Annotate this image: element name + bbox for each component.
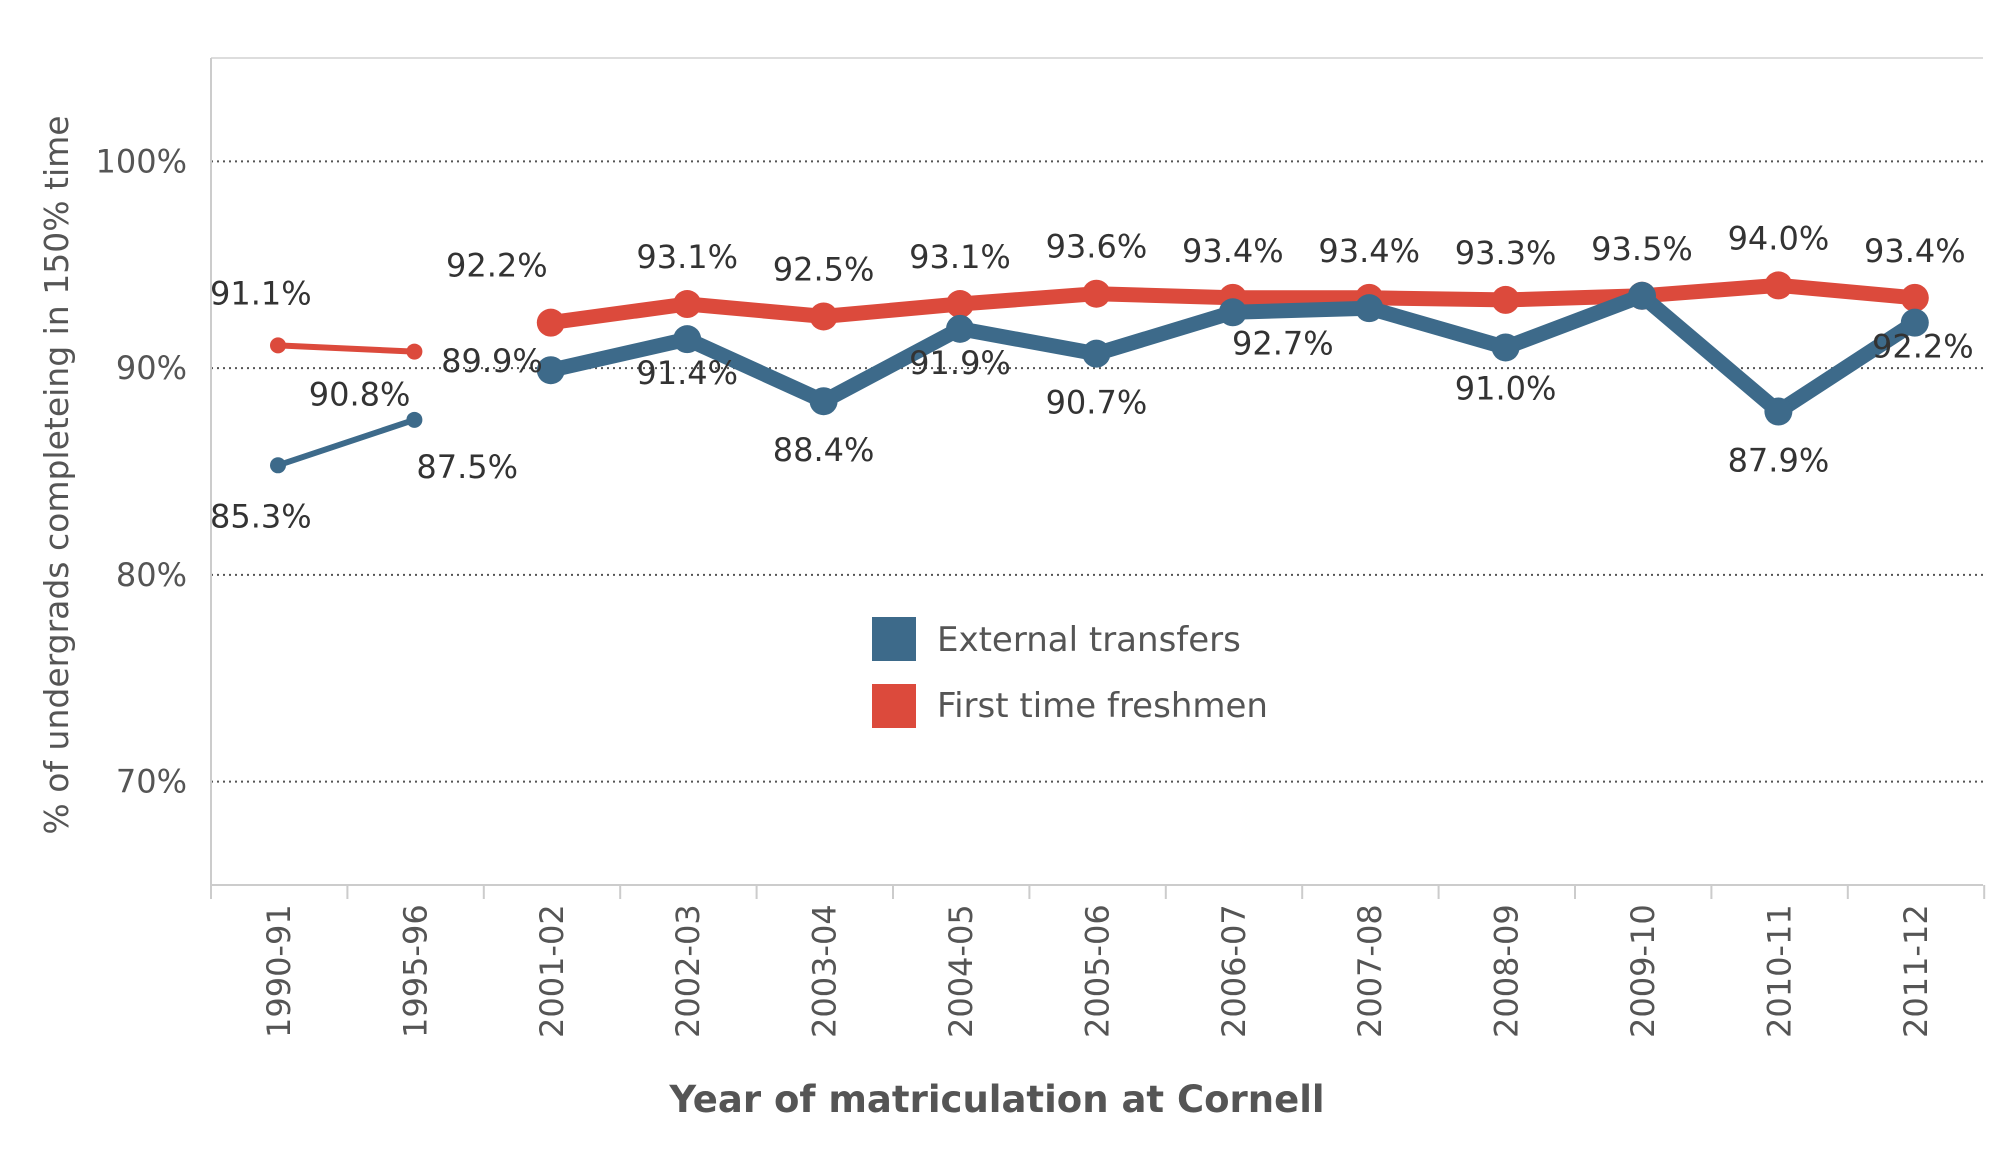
data-label: 92.7% [1232,324,1334,362]
data-point [1764,271,1793,300]
data-point [1628,281,1656,310]
data-point [809,387,838,416]
axes: 70% 80% 90% 100% 1990-91 1995-96 2001-02 2002-0… [96,57,1986,1038]
x-tick-label: 2003-04 [806,904,844,1038]
y-tick-label: 90% [116,349,187,387]
series-line [275,416,418,469]
x-tick-label: 2004-05 [942,904,980,1038]
data-label: 93.6% [1046,228,1148,266]
legend-swatch-external-transfers [872,617,916,661]
data-label: 89.9% [441,342,543,380]
data-label: 88.4% [773,431,875,469]
data-point [673,290,702,319]
x-tick-label: 2007-08 [1351,904,1389,1038]
data-label: 87.9% [1728,442,1830,480]
legend: External transfers First time freshmen [872,617,1268,728]
x-tick-label: 2001-02 [533,904,571,1038]
data-point [270,457,286,474]
x-tick-label: 2008-09 [1488,904,1526,1038]
data-label: 87.5% [416,448,518,486]
x-tick-label: 1995-96 [396,904,434,1038]
data-label: 93.4% [1182,232,1284,270]
x-tick-label: 2002-03 [669,904,707,1038]
data-label: 94.0% [1728,219,1830,257]
x-tick-label: 2009-10 [1624,904,1662,1038]
y-tick-label: 80% [116,556,187,594]
y-axis-title: % of undergrads completeing in 150% time [37,115,76,834]
data-label: 91.1% [210,274,312,312]
data-labels: 85.3% 87.5% 89.9% 91.4% 88.4% 91.9% 90.7% 92.7%… [210,219,1974,535]
data-label: 90.7% [1046,384,1148,422]
data-label: 93.4% [1864,232,1966,270]
data-label: 92.2% [446,247,548,285]
gridlines [211,160,1983,783]
legend-swatch-first-time-freshmen [872,684,916,728]
data-point [1491,333,1520,362]
data-label: 85.3% [210,497,312,535]
data-label: 92.5% [773,250,875,288]
data-label: 92.2% [1872,328,1974,366]
data-label: 91.4% [636,354,738,392]
legend-label-external-transfers: External transfers [937,620,1241,660]
data-point [946,314,974,343]
data-label: 90.8% [309,376,411,414]
y-tick-label: 100% [96,142,187,180]
data-point [1764,397,1793,426]
data-point [946,290,974,319]
data-point [673,325,702,354]
y-tick-label: 70% [116,763,187,801]
data-point [1218,298,1247,327]
data-point [536,308,565,337]
data-point [1355,294,1384,323]
x-tick-label: 2010-11 [1760,904,1798,1038]
data-point [406,343,423,360]
data-label: 93.1% [636,238,738,276]
data-point [1491,285,1520,314]
data-label: 93.1% [909,238,1011,276]
data-point [270,337,286,354]
data-point [1900,308,1929,337]
data-point [1082,279,1111,308]
series-line [275,342,418,355]
series [270,271,1929,474]
data-point [1082,339,1111,368]
legend-label-first-time-freshmen: First time freshmen [937,686,1268,726]
x-tick-label: 2005-06 [1078,904,1116,1038]
x-tick-label: 2011-12 [1897,904,1935,1038]
data-label: 93.4% [1318,232,1420,270]
data-label: 93.3% [1455,234,1557,272]
x-tick-label: 2006-07 [1215,904,1253,1038]
data-point [1900,283,1929,312]
data-point [406,411,423,428]
x-tick-label: 1990-91 [260,904,298,1038]
data-label: 93.5% [1591,230,1693,268]
x-axis-title: Year of matriculation at Cornell [668,1078,1324,1121]
data-point [536,356,565,385]
data-point [809,302,838,331]
data-label: 91.9% [909,344,1011,382]
data-label: 91.0% [1455,369,1557,407]
